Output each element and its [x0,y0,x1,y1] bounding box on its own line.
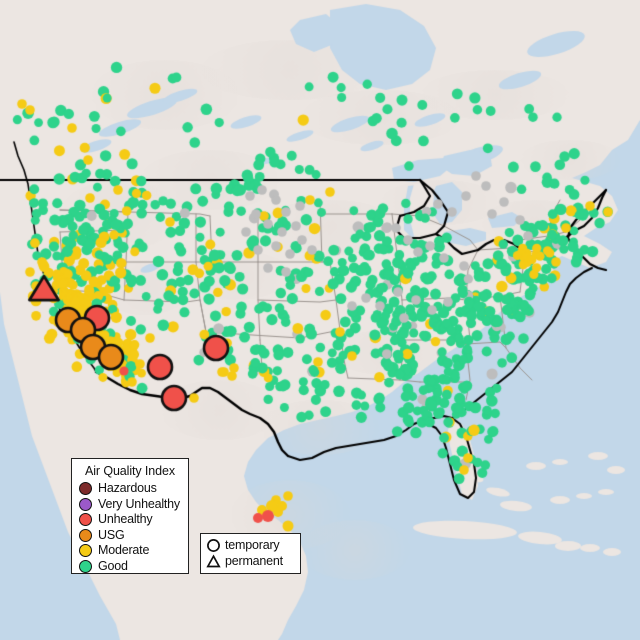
aqi-swatch-icon [79,559,92,573]
station-type-legend: temporary permanent [200,533,301,574]
aqi-legend-item[interactable]: Unhealthy [79,512,181,528]
aqi-legend-rows: Hazardous Very Unhealthy Unhealthy USG Moder… [79,481,181,574]
aqi-swatch-icon [79,513,92,527]
station-type-label: permanent [225,554,283,568]
station-type-item[interactable]: permanent [206,553,295,569]
circle-icon [206,538,221,553]
aqi-legend-item[interactable]: Good [79,559,181,575]
aqi-legend-label: Good [98,558,128,573]
aqi-legend-item[interactable]: Moderate [79,543,181,559]
aqi-legend-item[interactable]: Hazardous [79,481,181,497]
aqi-swatch-icon [79,497,92,511]
station-type-label: temporary [225,538,280,552]
station-type-item[interactable]: temporary [206,537,295,553]
aqi-swatch-icon [79,528,92,542]
aqi-legend-label: Unhealthy [98,512,153,527]
aqi-legend-item[interactable]: USG [79,528,181,544]
aqi-swatch-icon [79,544,92,558]
aqi-swatch-icon [79,482,92,496]
triangle-icon [206,553,221,569]
aqi-legend: Air Quality Index Hazardous Very Unhealth… [71,458,189,574]
station-type-rows: temporary permanent [206,537,295,569]
aqi-legend-title: Air Quality Index [84,464,175,478]
aqi-legend-label: USG [98,527,125,542]
aqi-legend-label: Very Unhealthy [98,496,180,511]
aqi-legend-label: Moderate [98,543,150,558]
aqi-legend-item[interactable]: Very Unhealthy [79,497,181,513]
aqi-legend-label: Hazardous [98,481,157,496]
